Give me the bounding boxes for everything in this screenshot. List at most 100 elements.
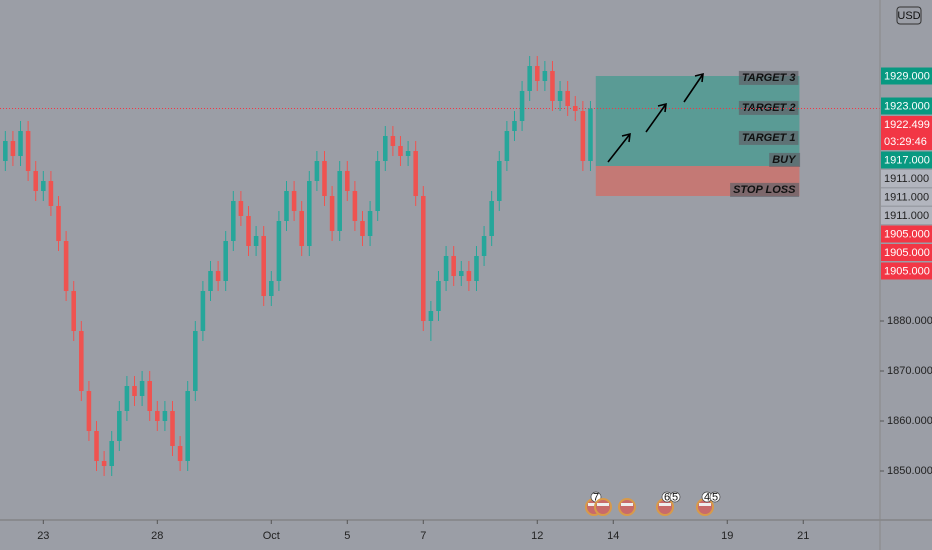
candle-body bbox=[177, 446, 183, 461]
x-tick-label: 7 bbox=[420, 530, 426, 542]
candle-body bbox=[162, 411, 168, 421]
candle-body bbox=[25, 131, 31, 171]
arrow bbox=[645, 102, 667, 133]
candle-body bbox=[428, 311, 434, 321]
event-count-bg bbox=[709, 491, 721, 503]
event-icon[interactable] bbox=[618, 498, 636, 516]
candle-body bbox=[367, 211, 373, 236]
price-label: 1911.000 bbox=[881, 170, 932, 187]
candle-body bbox=[276, 221, 282, 281]
level-label-bg bbox=[738, 70, 799, 85]
candle-body bbox=[155, 411, 160, 421]
x-tick-label: 5 bbox=[344, 530, 350, 542]
price-label-text: 1923.000 bbox=[884, 100, 930, 112]
event-count: 5 bbox=[712, 491, 718, 503]
candle-body bbox=[451, 256, 456, 276]
price-label: 1911.000 bbox=[881, 188, 932, 206]
x-tick-label: 19 bbox=[721, 530, 733, 542]
candle-body bbox=[185, 391, 190, 461]
time-axis bbox=[0, 520, 880, 550]
candle-body bbox=[94, 431, 99, 461]
candle-body bbox=[496, 161, 502, 201]
candle-body bbox=[124, 386, 130, 411]
x-tick-label: 23 bbox=[37, 530, 49, 542]
candle-body bbox=[147, 381, 152, 411]
price-label: 1922.499 bbox=[881, 116, 932, 133]
price-label: 1905.000 bbox=[881, 244, 932, 261]
event-count: 4 bbox=[704, 491, 710, 503]
price-label-bg bbox=[881, 97, 932, 115]
event-flag-stripe bbox=[699, 503, 711, 506]
candle-body bbox=[132, 386, 137, 396]
y-tick-label: 1860.000 bbox=[887, 415, 932, 427]
level-label: TARGET 2 bbox=[742, 102, 796, 114]
candle-body bbox=[413, 151, 418, 196]
candle-body bbox=[269, 281, 274, 296]
level-label: TARGET 3 bbox=[742, 72, 796, 84]
price-label-bg bbox=[881, 225, 932, 243]
candle-body bbox=[512, 121, 517, 131]
candle-body bbox=[215, 271, 221, 281]
candle-body bbox=[458, 271, 464, 276]
candle-body bbox=[534, 66, 540, 81]
currency[interactable]: USD bbox=[897, 10, 920, 22]
plot-area bbox=[0, 56, 932, 476]
price-label-bg bbox=[881, 151, 932, 169]
candle-body bbox=[63, 241, 69, 291]
price-label: 1905.000 bbox=[881, 262, 932, 280]
candle-body bbox=[33, 171, 38, 191]
y-tick-label: 1850.000 bbox=[887, 465, 932, 477]
candle-body bbox=[56, 206, 61, 241]
price-label-text: 1911.000 bbox=[884, 210, 929, 222]
candle-body bbox=[390, 136, 396, 146]
price-axis: 1880.000 1870.000 1860.000 1850.000 1929.000… bbox=[880, 67, 932, 477]
candle-body bbox=[117, 411, 122, 441]
candle-body bbox=[383, 136, 388, 161]
candle-body bbox=[170, 411, 175, 446]
candle-body bbox=[193, 331, 198, 391]
price-label-text: 1905.000 bbox=[884, 228, 930, 240]
candle-body bbox=[109, 441, 114, 466]
candle-body bbox=[504, 131, 510, 161]
candle-body bbox=[542, 71, 548, 81]
candle-body bbox=[284, 191, 289, 221]
price-label-bg bbox=[881, 207, 932, 224]
event-icon[interactable] bbox=[594, 498, 612, 516]
candle-body bbox=[41, 181, 46, 191]
candle-body bbox=[261, 236, 266, 296]
price-label-text: 03:29:46 bbox=[884, 136, 927, 148]
position-tool: TARGET 3 TARGET 2 TARGET 1 BUY STOP LOSS bbox=[595, 70, 801, 197]
event-flag-stripe bbox=[621, 503, 633, 506]
price-label-bg bbox=[881, 116, 932, 133]
event-flag bbox=[618, 498, 636, 516]
price-label-text: 1922.499 bbox=[884, 119, 930, 131]
candle-body bbox=[86, 391, 92, 431]
candle-body bbox=[557, 91, 563, 101]
candle-body bbox=[231, 201, 236, 241]
price-label-bg bbox=[881, 170, 932, 187]
candle-body bbox=[527, 66, 532, 91]
candle-body bbox=[352, 191, 358, 221]
x-tick-label: 21 bbox=[797, 530, 809, 542]
candle-body bbox=[550, 71, 555, 101]
candle-body bbox=[337, 171, 342, 231]
currency-button[interactable] bbox=[896, 6, 922, 25]
candle-body bbox=[139, 381, 145, 396]
candle-body bbox=[588, 108, 593, 161]
candle-body bbox=[246, 216, 251, 246]
event-count: 7 bbox=[593, 491, 599, 503]
candle-body bbox=[71, 291, 76, 331]
price-label-text: 1917.000 bbox=[884, 154, 930, 166]
level-label: STOP LOSS bbox=[733, 184, 796, 196]
candle-body bbox=[375, 161, 380, 211]
candle-body bbox=[443, 256, 449, 281]
price-label: 1929.000 bbox=[881, 67, 932, 85]
candle-body bbox=[253, 236, 259, 246]
event-flag-stripe bbox=[659, 503, 671, 506]
level-label-bg bbox=[769, 152, 801, 167]
candle-body bbox=[314, 161, 320, 181]
profit-zone bbox=[595, 76, 800, 166]
event-count: 5 bbox=[672, 491, 678, 503]
